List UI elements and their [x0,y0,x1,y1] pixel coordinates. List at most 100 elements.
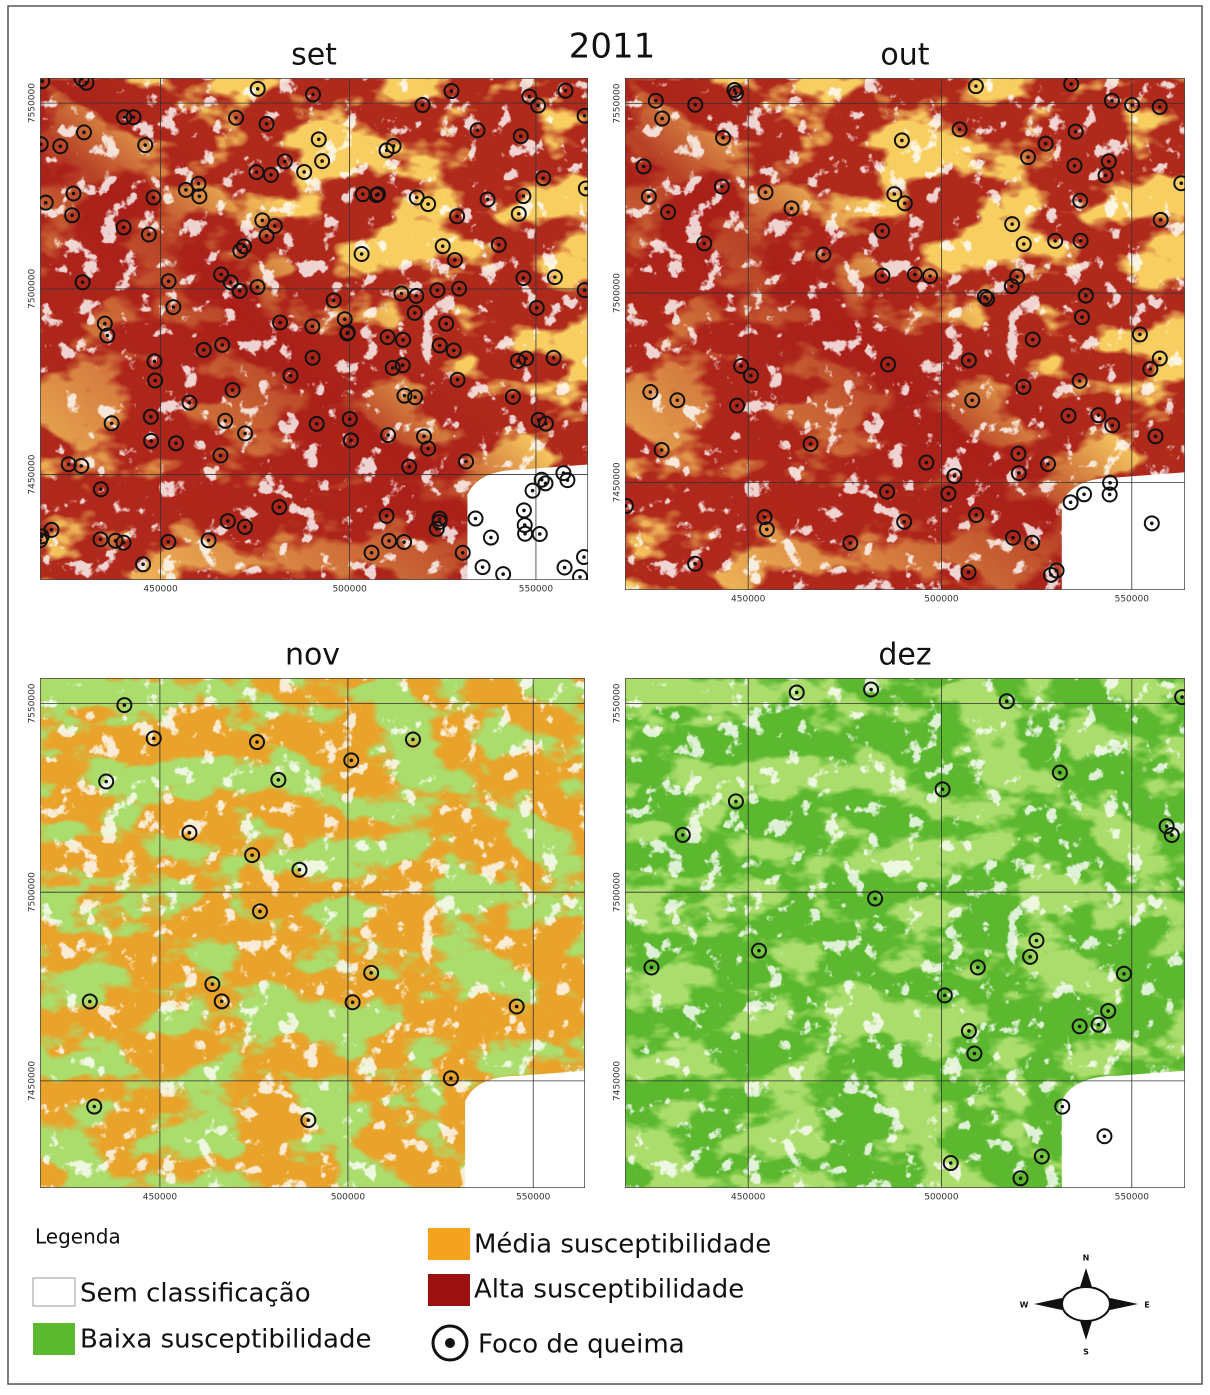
legend-swatch [428,1274,470,1306]
x-tick-label: 550000 [519,585,554,595]
compass: N S E W [1020,1254,1150,1357]
fire-focus-dot [1108,481,1112,485]
x-tick-label: 500000 [331,1193,366,1203]
fire-focus-dot [174,441,178,445]
fire-focus-dot [167,540,171,544]
fire-focus-dot [721,136,725,140]
fire-focus-dot [307,1118,311,1122]
legend-label: Baixa susceptibilidade [80,1325,371,1355]
fire-focus-dot [1026,155,1030,159]
fire-focus-dot [402,540,406,544]
map-blank-area [1062,472,1185,590]
fire-focus-dot [1078,1025,1082,1029]
fire-focus-dot [733,88,737,92]
y-tick-label: 7450000 [28,1061,38,1101]
panel-title: nov [285,638,340,673]
fire-focus-dot [219,454,223,458]
fire-focus-dot [438,517,442,521]
fire-focus-dot [765,528,769,532]
fire-focus-dot [941,788,945,792]
fire-focus-dot [360,252,364,256]
fire-focus-dot [278,505,282,509]
fire-focus-dot [349,759,353,763]
fire-focus-dot [70,213,74,217]
x-tick-label: 550000 [1115,1193,1150,1203]
fire-focus-dot [110,422,114,426]
fire-focus-dot [1022,242,1026,246]
fire-focus-dot [537,418,541,422]
fire-focus-dot [893,192,897,196]
compass-label: E [1144,1301,1149,1310]
fire-focus-dot [1107,160,1111,164]
x-tick-label: 450000 [143,585,178,595]
fire-focus-dot [763,515,767,519]
compass-arrow [1110,1298,1138,1310]
fire-focus-dot [226,519,230,523]
fire-focus-dot [1149,367,1153,371]
fire-focus-dot [1049,573,1053,577]
fire-focus-dot [243,525,247,529]
fire-focus-dot [153,360,157,364]
fire-focus-dot [302,170,306,174]
figure: 2011 set45000050000055000075500007500000… [0,0,1210,1391]
fire-focus-dot [332,299,336,303]
fire-focus-dot [197,182,201,186]
fire-focus-dot [167,279,171,283]
fire-focus-dot [223,419,227,423]
fire-focus-dot [702,242,706,246]
fire-focus-dot [238,249,242,253]
fire-focus-dot [925,461,929,465]
fire-focus-dot [943,994,947,998]
fire-focus-dot [531,489,535,493]
fire-focus-dot [315,422,319,426]
fire-focus-dot [1019,1176,1023,1180]
fire-focus-dot [642,165,646,169]
fire-focus-dot [50,528,54,532]
fire-focus-dot [1010,222,1014,226]
fire-focus-dot [456,378,460,382]
fire-focus-dot [104,780,108,784]
fire-focus-dot [1122,972,1126,976]
fire-focus-dot [311,325,315,329]
fire-focus-dot [153,379,157,383]
fire-focus-dot [351,1000,355,1004]
fire-focus-dot [553,275,557,279]
fire-focus-dot [88,1000,92,1004]
fire-focus-dot [39,142,43,146]
fire-focus-dot [1084,294,1088,298]
fire-focus-dot [40,79,44,83]
fire-focus-dot [1011,536,1015,540]
fire-focus-dot [81,280,85,284]
fire-focus-dot [449,1076,453,1080]
fire-focus-dot [411,738,415,742]
fire-focus-dot [387,539,391,543]
fire-focus-dot [822,253,826,257]
fire-focus-dot [584,187,588,191]
fire-focus-dot [1010,284,1014,288]
legend-label: Média susceptibilidade [474,1230,771,1260]
fire-focus-dot [238,289,242,293]
legend-swatch [33,1278,75,1306]
fire-focus-dot [211,982,215,986]
fire-focus-dot [720,185,724,189]
fire-focus-dot [497,243,501,247]
fire-focus-dot [1179,181,1183,185]
compass-label: S [1083,1348,1089,1357]
fire-focus-dot [403,394,407,398]
fire-focus-dot [900,139,904,143]
fire-focus-dot [1097,1023,1101,1027]
fire-focus-dot [436,288,440,292]
fire-focus-dot [149,415,153,419]
fire-focus-dot [320,159,324,163]
fire-focus-dot [401,363,405,367]
fire-focus-dot [1158,105,1162,109]
legend-swatch [428,1228,470,1260]
fire-focus-dot [38,538,42,542]
fire-focus-dot [1106,1009,1110,1013]
fire-focus-dot [450,89,454,93]
fire-focus-dot [1022,385,1026,389]
fire-focus-dot [693,562,697,566]
compass-label: W [1020,1301,1029,1310]
y-tick-label: 7450000 [28,454,38,494]
fire-focus-dot [757,949,761,953]
